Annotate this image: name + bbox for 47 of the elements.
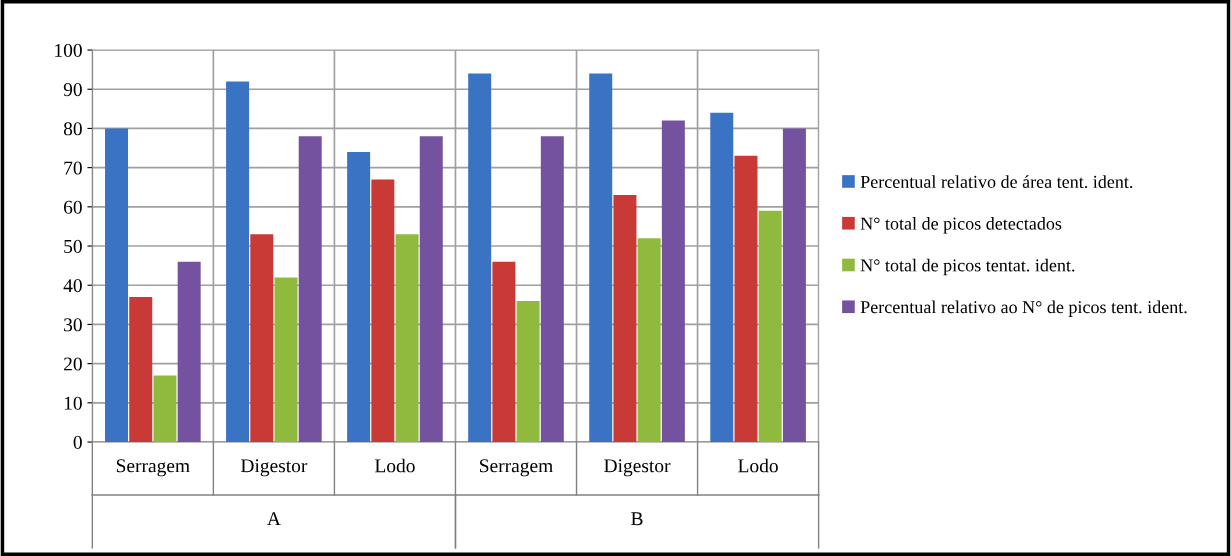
- bar: [105, 128, 129, 443]
- bar: [782, 128, 806, 443]
- x-tick-label: Lodo: [374, 458, 415, 473]
- legend-label: N° total de picos tentat. ident.: [860, 258, 1075, 276]
- bar: [613, 195, 637, 443]
- y-tick-label: 20: [64, 357, 82, 371]
- bar: [153, 375, 177, 443]
- legend-label: N° total de picos detectados: [860, 217, 1062, 234]
- bar: [540, 136, 564, 443]
- bar: [419, 136, 443, 443]
- bar: [274, 277, 298, 443]
- y-tick-label: 60: [63, 200, 82, 214]
- x-tick-label: Lodo: [738, 458, 778, 473]
- y-tick-label: 80: [63, 122, 82, 136]
- x-tick-label: Digestor: [240, 459, 308, 477]
- bar: [371, 179, 395, 443]
- x-tick-label: Serragem: [116, 459, 190, 477]
- y-tick-label: 10: [64, 396, 82, 410]
- y-tick-label: 30: [64, 318, 82, 332]
- bar: [734, 155, 758, 443]
- x-tick-label: Digestor: [604, 459, 671, 477]
- y-tick-label: 90: [63, 83, 82, 97]
- bar: [516, 300, 540, 443]
- bar: [347, 151, 371, 443]
- y-tick-label: 70: [64, 161, 82, 175]
- bar: [468, 73, 492, 443]
- legend-label: Percentual relativo de área tent. ident.: [860, 175, 1133, 189]
- x-tick-label: Serragem: [480, 459, 553, 477]
- y-tick-label: 40: [63, 279, 82, 293]
- bar: [177, 261, 201, 443]
- bar: [710, 112, 734, 443]
- bar: [589, 73, 613, 443]
- legend-label: Percentual relativo ao N° de picos tent. ident.: [860, 300, 1187, 317]
- bar: [395, 234, 419, 443]
- y-tick-label: 50: [64, 239, 82, 253]
- bar: [298, 136, 322, 443]
- bar: [637, 238, 661, 443]
- bar: [226, 81, 250, 443]
- text: A: [267, 512, 281, 526]
- y-tick-label: 100: [55, 43, 82, 57]
- bar: [129, 296, 153, 443]
- bar: [661, 120, 685, 443]
- text: B: [631, 512, 643, 526]
- bar: [758, 210, 782, 443]
- y-tick-label: 0: [73, 435, 82, 449]
- bar: [492, 261, 516, 443]
- bar: [250, 234, 274, 443]
